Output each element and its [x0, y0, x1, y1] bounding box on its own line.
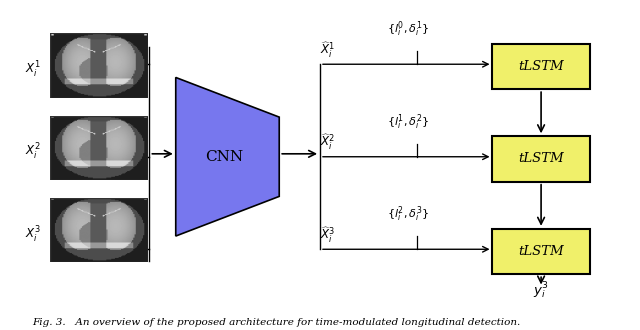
Text: $\widehat{X}_i^2$: $\widehat{X}_i^2$ — [320, 133, 335, 152]
Text: tLSTM: tLSTM — [518, 245, 564, 258]
Text: $y_i^3$: $y_i^3$ — [534, 280, 549, 301]
Text: $X_i^1$: $X_i^1$ — [25, 60, 41, 80]
FancyBboxPatch shape — [493, 229, 589, 274]
Text: $\widehat{X}_i^3$: $\widehat{X}_i^3$ — [320, 225, 335, 245]
Text: $\{l_i^2, \delta_i^3\}$: $\{l_i^2, \delta_i^3\}$ — [387, 205, 429, 224]
Text: $\widehat{X}_i^1$: $\widehat{X}_i^1$ — [320, 40, 335, 60]
Text: $X_i^2$: $X_i^2$ — [25, 142, 41, 162]
Text: CNN: CNN — [205, 150, 243, 164]
Text: tLSTM: tLSTM — [518, 60, 564, 73]
Text: $\{l_i^0, \delta_i^1\}$: $\{l_i^0, \delta_i^1\}$ — [387, 20, 429, 39]
Polygon shape — [176, 78, 279, 236]
FancyBboxPatch shape — [493, 44, 589, 89]
Text: Fig. 3.   An overview of the proposed architecture for time-modulated longitudin: Fig. 3. An overview of the proposed arch… — [32, 318, 520, 327]
Text: $\{l_i^1, \delta_i^2\}$: $\{l_i^1, \delta_i^2\}$ — [387, 112, 429, 132]
Text: $X_i^3$: $X_i^3$ — [25, 224, 41, 245]
FancyBboxPatch shape — [493, 136, 589, 182]
Text: tLSTM: tLSTM — [518, 152, 564, 165]
